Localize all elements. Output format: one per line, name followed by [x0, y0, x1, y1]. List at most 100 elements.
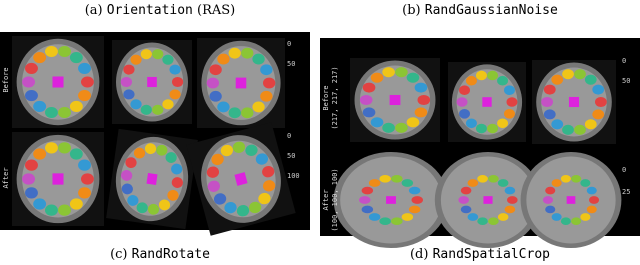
- caption-suffix: (RAS): [197, 3, 235, 18]
- deep-structure: [146, 172, 158, 186]
- brain-image: [520, 152, 622, 248]
- cortex-region: [541, 96, 553, 108]
- row-label: Before: [322, 85, 330, 110]
- cortex-region: [504, 205, 516, 214]
- cortex-region: [551, 74, 564, 85]
- cortex-region: [209, 64, 222, 76]
- cortex-region: [123, 89, 135, 100]
- cortex-region: [144, 143, 157, 155]
- cortex-region: [121, 170, 133, 181]
- cortex-region: [136, 202, 148, 214]
- cortex-region: [580, 213, 591, 221]
- cortex-region: [545, 186, 556, 195]
- cortex-region: [262, 180, 276, 192]
- cortex-region: [543, 84, 556, 95]
- tick-label: 0: [287, 40, 291, 48]
- cortex-region: [589, 196, 600, 204]
- cortex-region: [406, 117, 420, 128]
- cortex-region: [574, 69, 586, 80]
- cortex-region: [488, 217, 499, 226]
- cortex-region: [497, 75, 509, 86]
- cortex-region: [232, 141, 246, 153]
- cortex-region: [127, 195, 139, 206]
- deep-structure: [147, 76, 157, 88]
- cortex-region: [368, 213, 381, 221]
- cortex-region: [395, 122, 408, 133]
- cortex-region: [172, 76, 184, 88]
- cortex-region: [156, 144, 168, 156]
- cortex-region: [497, 213, 509, 221]
- cortex-region: [551, 119, 564, 130]
- row-label: After: [322, 189, 330, 210]
- cortex-region: [58, 142, 71, 154]
- cortex-region: [504, 186, 516, 195]
- row-label: After: [2, 167, 10, 188]
- cortex-region: [162, 99, 174, 110]
- cortex-region: [78, 187, 91, 199]
- cortex-region: [359, 196, 371, 204]
- cortex-region: [580, 179, 591, 187]
- cortex-region: [414, 82, 428, 93]
- cortex-region: [125, 157, 137, 169]
- tick-label: 100: [287, 172, 300, 180]
- cortex-region: [120, 76, 132, 88]
- tick-label: 50: [287, 60, 295, 68]
- cortex-region: [571, 217, 582, 226]
- cortex-region: [45, 106, 58, 119]
- brain-image: [532, 60, 616, 144]
- cortex-region: [361, 186, 374, 195]
- brain-image: [333, 152, 449, 248]
- cortex-region: [408, 205, 421, 214]
- cortex-region: [236, 205, 250, 217]
- cortex-region: [25, 159, 38, 171]
- cortex-region: [152, 104, 164, 115]
- cortex-region: [592, 109, 605, 120]
- cortex-region: [81, 76, 94, 88]
- cortex-region: [458, 196, 469, 204]
- cortex-region: [456, 97, 468, 107]
- cortex-region: [475, 123, 487, 134]
- deep-structure: [234, 172, 248, 186]
- cortex-region: [152, 49, 164, 60]
- cortex-region: [506, 97, 518, 107]
- cortex-region: [69, 100, 83, 112]
- brain-image: [350, 58, 440, 142]
- cortex-region: [213, 193, 227, 205]
- deep-structure: [568, 96, 580, 108]
- cortex-region: [171, 177, 183, 188]
- cortex-region: [58, 106, 71, 119]
- cortex-region: [379, 174, 391, 183]
- cortex-region: [562, 124, 574, 135]
- cortex-region: [477, 174, 488, 183]
- cortex-region: [45, 204, 58, 216]
- cortex-region: [206, 77, 219, 89]
- tick-label: 0: [622, 57, 626, 65]
- cortex-region: [58, 45, 71, 58]
- brain-image: [448, 62, 526, 142]
- cortex-region: [379, 217, 391, 226]
- cortex-region: [391, 217, 403, 226]
- cortex-region: [507, 196, 518, 204]
- cortex-region: [460, 186, 472, 195]
- cortex-region: [382, 122, 395, 133]
- deep-structure: [389, 94, 401, 106]
- cortex-region: [206, 166, 220, 178]
- cortex-region: [217, 101, 230, 113]
- caption: (c) RandRotate: [110, 247, 210, 262]
- cortex-region: [58, 204, 71, 216]
- deep-structure: [483, 196, 493, 204]
- tick-label: 0: [287, 132, 291, 140]
- cortex-region: [211, 153, 224, 166]
- row-sublabel: (100, 100, 100): [331, 168, 339, 231]
- brain-image: [106, 128, 198, 230]
- cortex-region: [543, 109, 556, 120]
- cortex-region: [140, 104, 152, 115]
- cortex-region: [33, 198, 47, 210]
- cortex-region: [370, 72, 384, 83]
- cortex-region: [33, 52, 47, 64]
- brain-image: [197, 38, 285, 128]
- cortex-region: [252, 53, 265, 65]
- cortex-region: [25, 62, 38, 74]
- cortex-region: [165, 152, 177, 163]
